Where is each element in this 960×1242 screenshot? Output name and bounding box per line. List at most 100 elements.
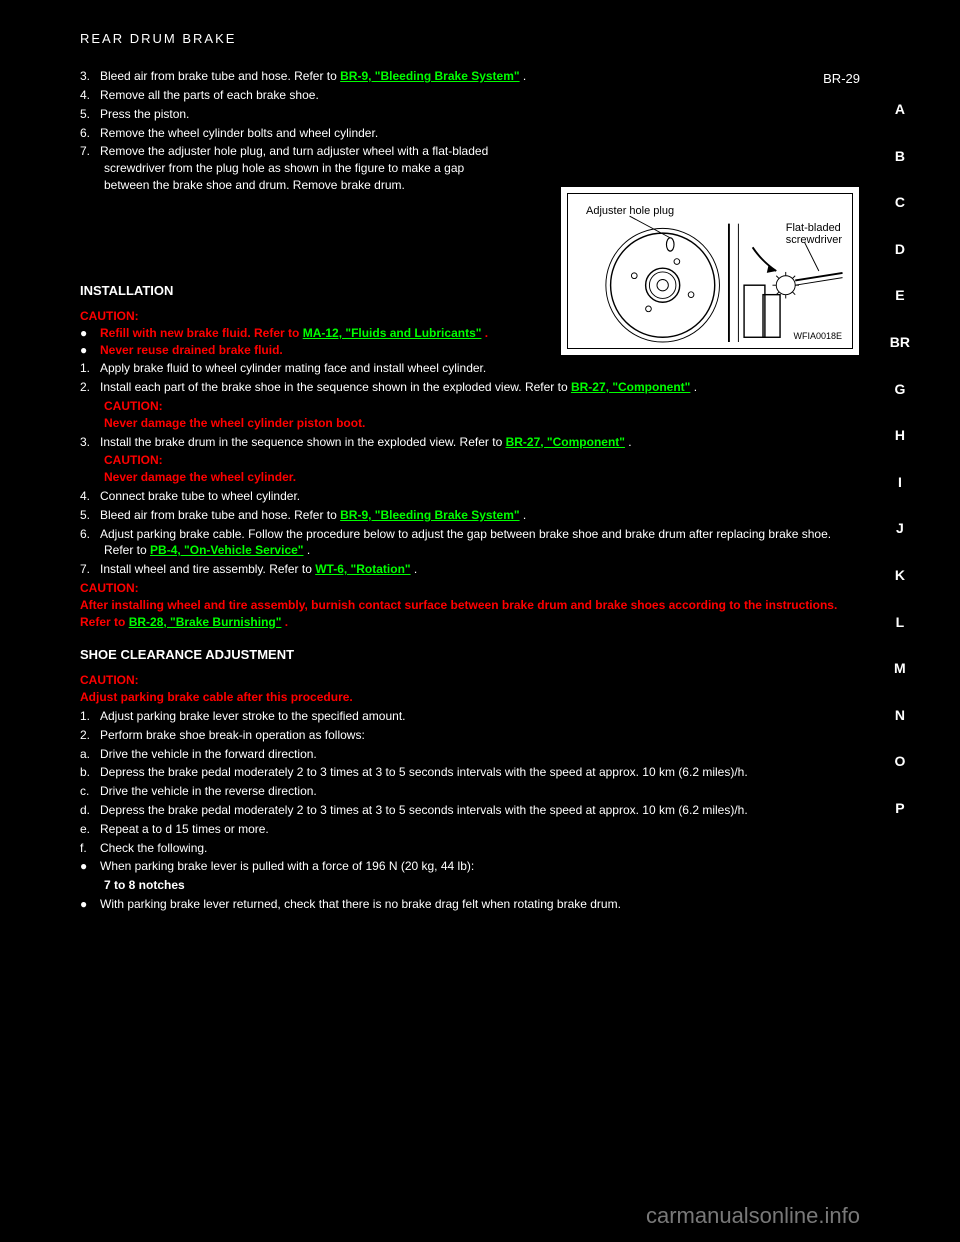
caution1-intro: Refill with new brake fluid. Refer to xyxy=(100,326,303,340)
adj2f-b1-text: When parking brake lever is pulled with … xyxy=(100,859,474,873)
sidenav-item-d[interactable]: D xyxy=(895,240,905,260)
step-7: 7.Remove the adjuster hole plug, and tur… xyxy=(80,143,510,193)
install-step-7: 7.Install wheel and tire assembly. Refer… xyxy=(80,561,860,578)
sidenav-item-g[interactable]: G xyxy=(894,380,905,400)
adj2a-alpha: a. xyxy=(80,746,100,763)
adj-step-1: 1.Adjust parking brake lever stroke to t… xyxy=(80,708,860,725)
install-step-2-caution: CAUTION: Never damage the wheel cylinder… xyxy=(80,398,860,432)
i7-caution-end: . xyxy=(281,615,288,629)
diagram-code: WFIA0018E xyxy=(793,330,842,343)
i6-end: . xyxy=(303,543,310,557)
sidenav-item-p[interactable]: P xyxy=(895,799,904,819)
bullet-1: ● xyxy=(80,325,100,342)
i3-link[interactable]: BR-27, "Component" xyxy=(506,435,625,449)
i5-link[interactable]: BR-9, "Bleeding Brake System" xyxy=(340,508,519,522)
caution-label-3: CAUTION: xyxy=(104,453,163,467)
install-step-3-caution: CAUTION: Never damage the wheel cylinder… xyxy=(80,452,860,486)
adj2f-alpha: f. xyxy=(80,840,100,857)
i3-end: . xyxy=(625,435,632,449)
i7-link[interactable]: WT-6, "Rotation" xyxy=(315,562,410,576)
brake-drum-diagram: Adjuster hole plug Flat-bladed screwdriv… xyxy=(560,186,860,356)
i5-num: 5. xyxy=(80,507,100,524)
step-6: 6.Remove the wheel cylinder bolts and wh… xyxy=(80,125,510,142)
adj2-num: 2. xyxy=(80,727,100,744)
adj-step-2d: d.Depress the brake pedal moderately 2 t… xyxy=(80,802,860,819)
i7-text: Install wheel and tire assembly. Refer t… xyxy=(100,562,315,576)
step3-num: 3. xyxy=(80,68,100,85)
adj2-text: Perform brake shoe break-in operation as… xyxy=(100,728,365,742)
caution1-link[interactable]: MA-12, "Fluids and Lubricants" xyxy=(303,326,482,340)
step7-num: 7. xyxy=(80,143,100,160)
diagram-label-screwdriver: Flat-bladed screwdriver xyxy=(786,222,842,246)
caution-label-4: CAUTION: xyxy=(80,581,139,595)
adj2c-alpha: c. xyxy=(80,783,100,800)
sidenav-item-h[interactable]: H xyxy=(895,426,905,446)
i3-caution: Never damage the wheel cylinder. xyxy=(104,470,296,484)
caution-label-2: CAUTION: xyxy=(104,399,163,413)
adj-step-2a: a.Drive the vehicle in the forward direc… xyxy=(80,746,860,763)
i1-num: 1. xyxy=(80,360,100,377)
adj1-text: Adjust parking brake lever stroke to the… xyxy=(100,709,406,723)
sidenav-item-m[interactable]: M xyxy=(894,659,906,679)
install-step-6: 6.Adjust parking brake cable. Follow the… xyxy=(80,526,860,560)
caution1-end: . xyxy=(481,326,488,340)
adj-step-2e: e.Repeat a to d 15 times or more. xyxy=(80,821,860,838)
i2-link[interactable]: BR-27, "Component" xyxy=(571,380,690,394)
i2-text: Install each part of the brake shoe in t… xyxy=(100,380,571,394)
adj2d-alpha: d. xyxy=(80,802,100,819)
sidenav-item-j[interactable]: J xyxy=(896,519,904,539)
adj-step-2f-b1: ●When parking brake lever is pulled with… xyxy=(80,858,860,875)
adj-step-2f-b1-value: 7 to 8 notches xyxy=(80,877,860,894)
sidenav-item-i[interactable]: I xyxy=(898,473,902,493)
i7-end: . xyxy=(411,562,418,576)
adj-step-2f: f.Check the following. xyxy=(80,840,860,857)
adj-caution: Adjust parking brake cable after this pr… xyxy=(80,690,353,704)
adj-title: SHOE CLEARANCE ADJUSTMENT xyxy=(80,646,860,664)
sidenav-item-a[interactable]: A xyxy=(895,100,905,120)
i5-end: . xyxy=(520,508,527,522)
adj2a-text: Drive the vehicle in the forward directi… xyxy=(100,747,317,761)
step7-text: Remove the adjuster hole plug, and turn … xyxy=(100,144,488,192)
adj2e-text: Repeat a to d 15 times or more. xyxy=(100,822,269,836)
diagram-inner: Adjuster hole plug Flat-bladed screwdriv… xyxy=(567,193,853,349)
step6-num: 6. xyxy=(80,125,100,142)
step4-text: Remove all the parts of each brake shoe. xyxy=(100,88,319,102)
sidenav-item-c[interactable]: C xyxy=(895,193,905,213)
bullet-2: ● xyxy=(80,342,100,359)
i3-num: 3. xyxy=(80,434,100,451)
sidenav-item-l[interactable]: L xyxy=(896,613,905,633)
step-4: 4.Remove all the parts of each brake sho… xyxy=(80,87,510,104)
page-header: REAR DRUM BRAKE xyxy=(80,30,860,48)
step6-text: Remove the wheel cylinder bolts and whee… xyxy=(100,126,378,140)
adj2f-b2-bullet: ● xyxy=(80,896,100,913)
step3-text: Bleed air from brake tube and hose. Refe… xyxy=(100,69,340,83)
sidenav-item-br[interactable]: BR xyxy=(890,333,910,353)
step5-num: 5. xyxy=(80,106,100,123)
sidenav-item-o[interactable]: O xyxy=(894,752,905,772)
step-5: 5.Press the piston. xyxy=(80,106,510,123)
sidenav-item-k[interactable]: K xyxy=(895,566,905,586)
adj-step-2c: c.Drive the vehicle in the reverse direc… xyxy=(80,783,860,800)
adj2e-alpha: e. xyxy=(80,821,100,838)
i6-link[interactable]: PB-4, "On-Vehicle Service" xyxy=(150,543,303,557)
install-step-5: 5.Bleed air from brake tube and hose. Re… xyxy=(80,507,860,524)
adj1-num: 1. xyxy=(80,708,100,725)
step3-link[interactable]: BR-9, "Bleeding Brake System" xyxy=(340,69,519,83)
diagram-label-plug: Adjuster hole plug xyxy=(586,204,674,219)
sidenav-item-n[interactable]: N xyxy=(895,706,905,726)
watermark: carmanualsonline.info xyxy=(646,1201,860,1232)
i7-num: 7. xyxy=(80,561,100,578)
sidenav-item-b[interactable]: B xyxy=(895,147,905,167)
i5-text: Bleed air from brake tube and hose. Refe… xyxy=(100,508,340,522)
i7-caution-link[interactable]: BR-28, "Brake Burnishing" xyxy=(129,615,282,629)
diagram-label-line2: screwdriver xyxy=(786,234,842,246)
sidenav-item-e[interactable]: E xyxy=(895,286,904,306)
i2-caution: Never damage the wheel cylinder piston b… xyxy=(104,416,365,430)
step3-end: . xyxy=(520,69,527,83)
caution1-line2: Never reuse drained brake fluid. xyxy=(100,343,283,357)
install-step-4: 4.Connect brake tube to wheel cylinder. xyxy=(80,488,860,505)
main-content: Adjuster hole plug Flat-bladed screwdriv… xyxy=(80,68,860,913)
adj-step-2f-b2: ●With parking brake lever returned, chec… xyxy=(80,896,860,913)
i2-num: 2. xyxy=(80,379,100,396)
install-step-7-caution: CAUTION: After installing wheel and tire… xyxy=(80,580,860,630)
